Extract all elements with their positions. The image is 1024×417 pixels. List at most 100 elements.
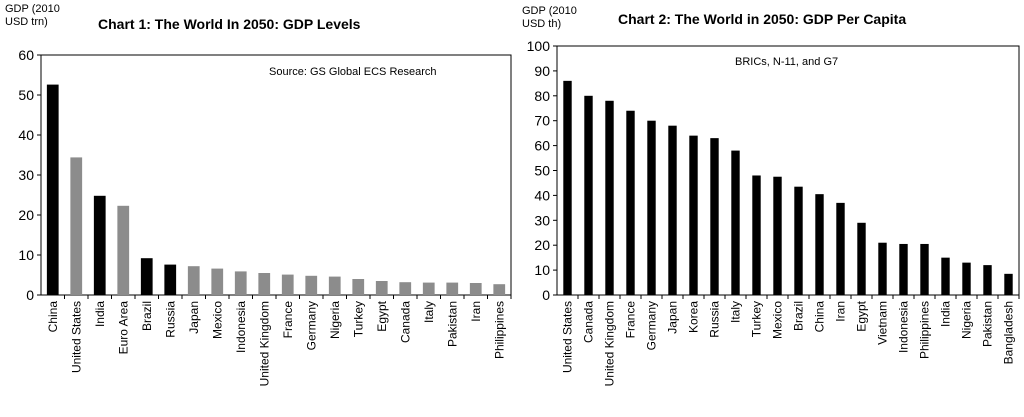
chart1-bar	[422, 282, 435, 295]
chart2-category-label: Canada	[582, 301, 596, 343]
chart2-bar	[815, 194, 824, 295]
chart2-category-label: Italy	[729, 301, 743, 323]
chart2-bar	[941, 257, 950, 295]
chart2-category-label: Nigeria	[960, 301, 974, 339]
chart2-bar	[857, 222, 866, 295]
chart2-bar	[752, 175, 761, 295]
chart2-y-tick-label: 40	[534, 187, 550, 203]
chart2-category-label: Brazil	[792, 301, 806, 331]
chart2-bar	[605, 100, 614, 295]
chart1-y-tick-label: 0	[26, 287, 34, 303]
chart2-category-label: Iran	[834, 301, 848, 322]
chart2-bar	[773, 176, 782, 295]
chart1-category-label: Nigeria	[328, 301, 342, 339]
chart1-bar	[469, 283, 482, 295]
chart1-source-annotation: Source: GS Global ECS Research	[269, 66, 437, 78]
chart2-y-tick-label: 100	[527, 38, 551, 54]
chart2-category-label: Philippines	[918, 301, 932, 359]
chart1-category-label: Euro Area	[116, 301, 130, 355]
chart2-bar	[983, 265, 992, 295]
chart2-category-label: Mexico	[771, 301, 785, 339]
chart1-category-label: Iran	[469, 301, 483, 322]
chart2-bar	[668, 125, 677, 296]
chart2-category-label: Korea	[687, 301, 701, 333]
chart1-y-tick-label: 40	[18, 127, 34, 143]
chart1-bar	[305, 275, 318, 295]
chart1-y-tick-label: 30	[18, 167, 34, 183]
chart1-category-label: Russia	[163, 301, 177, 338]
chart1-bar	[140, 258, 153, 295]
chart1-bar	[46, 84, 59, 295]
chart2-y-tick-label: 10	[534, 262, 550, 278]
chart1-bar	[258, 273, 271, 295]
chart2-bar	[878, 242, 887, 295]
chart2-y-axis-label: GDP (2010 USD th)	[522, 5, 577, 30]
chart2-y-tick-label: 70	[534, 113, 550, 129]
chart2-category-label: United States	[561, 301, 575, 373]
chart1-category-label: China	[46, 301, 60, 333]
chart1-bar	[375, 281, 388, 295]
chart2-bar	[647, 120, 656, 295]
chart2-bar	[563, 80, 572, 295]
chart2-category-label: Indonesia	[897, 301, 911, 353]
chart2-y-tick-label: 80	[534, 88, 550, 104]
chart2-bar	[689, 135, 698, 295]
chart2-subtitle-annotation: BRICs, N-11, and G7	[735, 56, 839, 68]
chart2-category-label: Japan	[666, 301, 680, 334]
chart1-bar	[117, 205, 130, 295]
chart1-bar	[493, 284, 506, 295]
chart2-bar	[1004, 273, 1013, 295]
chart2-bar	[899, 243, 908, 295]
chart1-bar	[187, 266, 200, 295]
chart1-bar	[328, 276, 341, 295]
chart2-y-tick-label: 20	[534, 237, 550, 253]
chart1-category-label: India	[93, 301, 107, 327]
chart1-category-label: Mexico	[210, 301, 224, 339]
chart2-category-label: Vietnam	[876, 301, 890, 345]
chart2-category-label: Egypt	[855, 300, 869, 331]
chart1-category-label: Germany	[304, 301, 318, 350]
chart2-category-label: France	[624, 301, 638, 339]
chart1-category-label: Turkey	[351, 301, 365, 337]
chart2-bar	[584, 95, 593, 295]
chart2-bar	[962, 262, 971, 295]
chart2-y-tick-label: 30	[534, 212, 550, 228]
chart2-category-label: Germany	[645, 301, 659, 350]
chart2-category-label: United Kingdom	[603, 301, 617, 386]
chart2-bar	[794, 186, 803, 295]
chart2-bar	[836, 202, 845, 295]
chart2-category-label: Turkey	[750, 301, 764, 337]
chart2-y-tick-label: 50	[534, 163, 550, 179]
chart1-category-label: Pakistan	[445, 301, 459, 347]
chart1-bar	[234, 271, 247, 295]
chart2-title: Chart 2: The World in 2050: GDP Per Capi…	[618, 11, 907, 27]
chart1-y-tick-label: 60	[18, 47, 34, 63]
chart1-bar	[164, 264, 177, 295]
chart2-category-label: Pakistan	[981, 301, 995, 347]
chart1-y-tick-label: 50	[18, 87, 34, 103]
chart1-bar	[352, 279, 365, 295]
chart1-category-label: United Kingdom	[257, 301, 271, 386]
chart2-bar	[626, 110, 635, 296]
chart2-bar	[920, 243, 929, 295]
chart1-category-label: Indonesia	[234, 301, 248, 353]
chart2-bar	[731, 150, 740, 295]
chart1-bar	[446, 282, 459, 295]
chart1-plot: 0 10 20 30 40 50 60 China United States India Euro…	[18, 47, 512, 386]
chart2-category-label: Bangladesh	[1002, 301, 1016, 364]
chart1-title: Chart 1: The World In 2050: GDP Levels	[98, 16, 361, 32]
chart1-category-label: Philippines	[492, 301, 506, 359]
chart1-category-label: Canada	[398, 301, 412, 343]
chart1-category-label: United States	[69, 301, 83, 373]
chart2-bar	[710, 138, 719, 295]
chart1-category-label: Japan	[187, 301, 201, 334]
chart1-category-label: Egypt	[375, 300, 389, 331]
chart2-y-tick-label: 90	[534, 63, 550, 79]
chart1-category-label: Italy	[422, 301, 436, 323]
chart1-y-tick-label: 20	[18, 207, 34, 223]
chart1-y-tick-label: 10	[18, 247, 34, 263]
chart1-bar	[70, 157, 83, 295]
chart1-category-label: France	[281, 301, 295, 339]
chart1-bar	[281, 274, 294, 295]
chart1-bar	[399, 282, 412, 295]
